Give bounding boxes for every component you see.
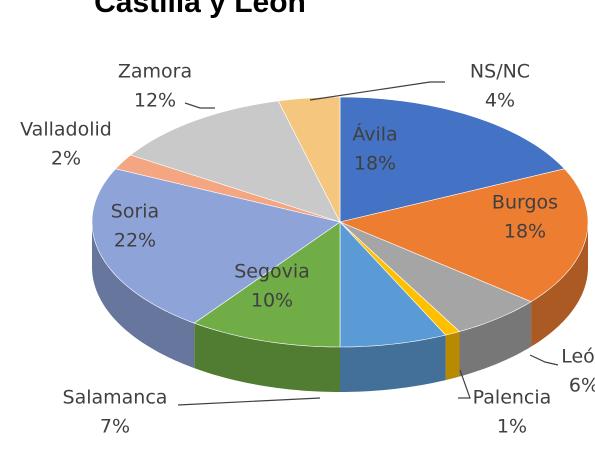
chart-title: Castilla y León <box>94 0 306 19</box>
value-label: 7% <box>100 416 130 438</box>
pie-slice <box>129 100 341 223</box>
labels: Ávila 18% Burgos 18% León 6% Palencia 1% Salaman… <box>20 61 595 438</box>
slice-label: León <box>561 346 595 368</box>
slice-label: Palencia <box>473 387 552 409</box>
slice-label: Segovia <box>234 261 310 283</box>
pie-side <box>92 222 195 369</box>
slice-label: Zamora <box>118 61 192 83</box>
pie-side <box>340 335 446 392</box>
slice-label: Salamanca <box>63 387 168 409</box>
slice-label: Valladolid <box>20 119 112 141</box>
pie-side <box>459 301 532 377</box>
value-label: 1% <box>497 416 527 438</box>
pie-tops <box>91 96 589 348</box>
value-label: 18% <box>504 221 546 243</box>
pie-sides <box>92 222 588 392</box>
slice-label: Burgos <box>492 192 558 214</box>
pie-slice <box>115 154 341 223</box>
pie-slice <box>339 221 447 348</box>
value-label: 18% <box>354 153 396 175</box>
leader-line <box>458 369 471 399</box>
value-label: 22% <box>114 230 156 252</box>
leader-line <box>177 397 321 406</box>
slice-label: Ávila <box>352 123 397 146</box>
value-label: 2% <box>51 148 81 170</box>
pie-slice <box>339 221 532 332</box>
pie-slice <box>339 168 589 303</box>
pie-slice <box>339 96 565 223</box>
pie-side <box>445 331 460 381</box>
leader-line <box>184 102 215 109</box>
pie-slice <box>193 221 341 348</box>
leader-line <box>529 354 559 366</box>
value-label: 10% <box>251 290 293 312</box>
value-label: 4% <box>485 90 515 112</box>
slice-label: Soria <box>111 201 159 223</box>
value-label: 6% <box>569 375 595 397</box>
leader-lines <box>177 81 559 406</box>
leader-line <box>309 81 445 101</box>
pie-side <box>194 323 340 392</box>
pie-side <box>531 222 588 347</box>
value-label: 12% <box>134 90 176 112</box>
slice-label: NS/NC <box>470 61 530 83</box>
